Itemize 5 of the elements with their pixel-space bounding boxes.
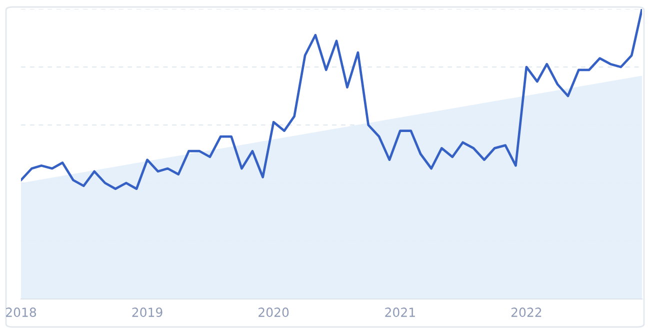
x-tick-label: 2020 <box>258 308 289 318</box>
x-tick-label: 2019 <box>132 308 162 318</box>
x-tick-label: 2022 <box>511 308 542 318</box>
x-tick-label: 2018 <box>6 308 36 318</box>
x-tick-label: 2021 <box>385 308 415 318</box>
